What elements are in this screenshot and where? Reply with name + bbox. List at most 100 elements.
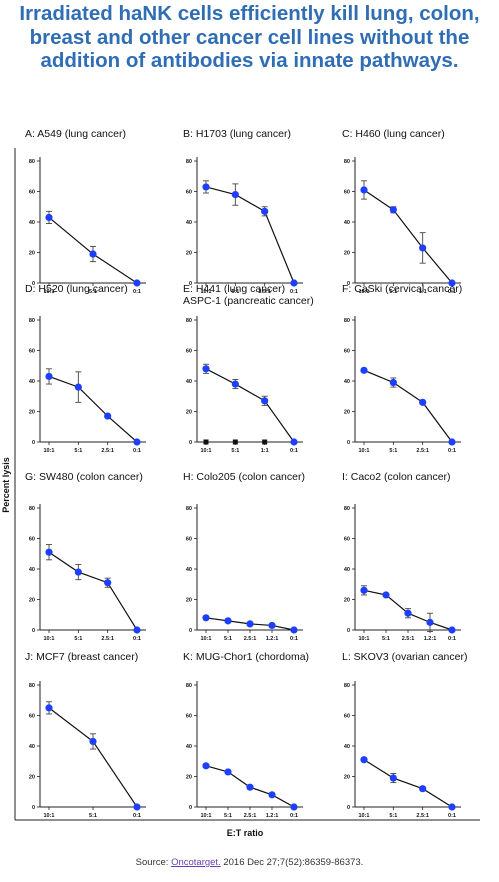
panel-title: C: H460 (lung cancer) xyxy=(342,128,445,140)
data-point xyxy=(268,621,276,630)
panel-title: J: MCF7 (breast cancer) xyxy=(25,651,138,663)
data-point xyxy=(389,378,397,387)
data-point xyxy=(224,768,232,776)
y-tick-label: 20 xyxy=(344,775,350,781)
x-tick-label: 10:1 xyxy=(200,289,211,295)
x-tick-label: 10:1 xyxy=(43,636,54,642)
panel-title: I: Caco2 (colon cancer) xyxy=(342,471,451,483)
data-point xyxy=(268,791,276,799)
panel-title: F: CaSki (cervical cancer) xyxy=(342,283,462,295)
data-point xyxy=(360,756,368,764)
y-tick-label: 80 xyxy=(29,506,35,512)
x-tick-label: 2.5:1 xyxy=(416,448,429,454)
source-citation: Source: Oncotarget. 2016 Dec 27;7(52):86… xyxy=(0,857,499,868)
y-tick-label: 80 xyxy=(344,683,350,689)
data-point xyxy=(290,438,298,446)
y-tick-label: 40 xyxy=(344,744,350,750)
source-link[interactable]: Oncotarget. xyxy=(171,857,221,868)
data-point xyxy=(231,380,239,388)
y-tick-label: 80 xyxy=(186,506,192,512)
y-tick-label: 40 xyxy=(186,567,192,573)
panel-title: D: H520 (lung cancer) xyxy=(25,283,128,295)
data-point xyxy=(448,438,456,446)
panel-title: L: SKOV3 (ovarian cancer) xyxy=(342,651,467,663)
y-tick-label: 60 xyxy=(344,190,350,196)
y-tick-label: 40 xyxy=(344,567,350,573)
y-tick-label: 40 xyxy=(344,379,350,385)
x-tick-label: 0:1 xyxy=(448,636,456,642)
x-tick-label: 5:1 xyxy=(231,289,239,295)
x-tick-label: 10:1 xyxy=(358,813,369,819)
data-point xyxy=(382,591,390,599)
x-tick-label: 0:1 xyxy=(290,289,298,295)
y-tick-label: 20 xyxy=(29,410,35,416)
data-point xyxy=(224,617,232,625)
data-point xyxy=(246,783,254,791)
y-tick-label: 80 xyxy=(344,159,350,165)
panel-title: K: MUG-Chor1 (chordoma) xyxy=(183,651,309,663)
y-tick-label: 20 xyxy=(186,598,192,604)
y-tick-label: 60 xyxy=(186,714,192,720)
x-tick-label: 10:1 xyxy=(358,448,369,454)
x-tick-label: 5:1 xyxy=(224,813,232,819)
data-point xyxy=(231,190,239,199)
x-tick-label: 5:1 xyxy=(231,448,239,454)
y-tick-label: 40 xyxy=(186,744,192,750)
data-point xyxy=(419,244,427,252)
data-point xyxy=(448,626,456,634)
x-tick-label: 10:1 xyxy=(43,448,54,454)
y-tick-label: 80 xyxy=(29,683,35,689)
series-line xyxy=(48,375,138,443)
x-tick-label: 5:1 xyxy=(389,448,397,454)
y-axis-label: Percent lysis xyxy=(1,457,11,513)
data-point xyxy=(202,614,210,622)
x-tick-label: 0:1 xyxy=(133,636,141,642)
data-point xyxy=(45,213,53,222)
panel-subtitle: ASPC-1 (pancreatic cancer) xyxy=(183,295,314,307)
y-tick-label: 20 xyxy=(186,251,192,257)
x-tick-label: 2.5:1 xyxy=(402,636,415,642)
data-point xyxy=(419,398,427,406)
data-point xyxy=(360,366,368,374)
y-tick-label: 0 xyxy=(32,281,35,287)
y-tick-label: 20 xyxy=(344,251,350,257)
y-tick-label: 60 xyxy=(29,349,35,355)
source-prefix: Source: xyxy=(135,857,172,868)
y-tick-label: 80 xyxy=(29,159,35,165)
x-tick-label: 2.5:1 xyxy=(101,636,114,642)
y-tick-label: 0 xyxy=(32,805,35,811)
x-tick-label: 0:1 xyxy=(290,813,298,819)
x-tick-label: 1.2:1 xyxy=(266,813,279,819)
y-tick-label: 80 xyxy=(186,318,192,324)
y-tick-label: 20 xyxy=(186,775,192,781)
x-tick-label: 0:1 xyxy=(133,289,141,295)
x-tick-label: 2.5:1 xyxy=(416,813,429,819)
x-tick-label: 10:1 xyxy=(358,289,369,295)
y-tick-label: 60 xyxy=(344,714,350,720)
data-point xyxy=(45,548,53,556)
x-tick-label: 0:1 xyxy=(448,813,456,819)
x-tick-label: 5:1 xyxy=(74,636,82,642)
x-tick-label: 10:1 xyxy=(200,813,211,819)
series-line xyxy=(363,369,453,443)
data-point-square xyxy=(203,439,209,445)
panel-title: E: H441 (lung cancer) xyxy=(183,283,285,295)
data-point xyxy=(360,186,368,194)
panel-k: K: MUG-Chor1 (chordoma) 0 20 40 60 80 10:1 5:1 2… xyxy=(183,651,309,819)
x-tick-label: 10:1 xyxy=(200,636,211,642)
data-point xyxy=(290,626,298,634)
data-point xyxy=(389,774,397,782)
x-tick-label: 5:1 xyxy=(89,813,97,819)
y-tick-label: 40 xyxy=(186,379,192,385)
y-tick-label: 0 xyxy=(189,628,192,634)
panel-g: G: SW480 (colon cancer) 0 20 40 60 80 10:1 5:1 2… xyxy=(25,471,146,642)
x-tick-label: 0:1 xyxy=(290,636,298,642)
data-point xyxy=(419,785,427,793)
panel-title: B: H1703 (lung cancer) xyxy=(183,128,291,140)
y-tick-label: 80 xyxy=(186,159,192,165)
x-tick-label: 5:1 xyxy=(89,289,97,295)
x-tick-label: 2.5:1 xyxy=(258,289,271,295)
y-tick-label: 0 xyxy=(347,440,350,446)
y-tick-label: 40 xyxy=(186,220,192,226)
